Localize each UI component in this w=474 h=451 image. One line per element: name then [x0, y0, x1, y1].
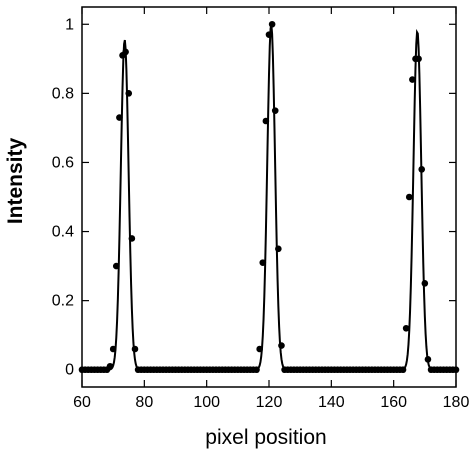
x-axis-title: pixel position	[205, 426, 326, 449]
y-axis-title: Intensity	[4, 138, 27, 225]
data-point	[112, 262, 120, 270]
data-point	[405, 193, 413, 201]
data-point	[106, 362, 114, 370]
data-point	[452, 366, 460, 374]
data-point	[122, 48, 129, 56]
data-point	[421, 280, 429, 287]
data-point	[424, 356, 432, 363]
x-tick-label: 160	[380, 394, 407, 411]
data-point	[125, 90, 133, 97]
x-tick-label: 80	[135, 394, 153, 411]
data-point	[259, 259, 267, 266]
data-point	[265, 31, 273, 38]
data-point	[128, 235, 136, 242]
data-point	[275, 245, 282, 253]
axis-ticks	[81, 7, 457, 387]
x-tick-label: 180	[443, 394, 470, 411]
data-point	[409, 76, 416, 83]
y-tick-label: 1	[65, 16, 74, 33]
data-point	[116, 114, 123, 121]
y-tick-label: 0	[65, 362, 74, 379]
data-point	[109, 345, 117, 353]
fit-line	[82, 24, 456, 371]
data-point	[278, 342, 285, 349]
y-tick-label: 0.6	[52, 154, 74, 171]
data-point	[131, 345, 139, 353]
data-point	[418, 166, 426, 173]
y-tick-label: 0.8	[52, 85, 74, 102]
data-point	[415, 55, 422, 63]
y-tick-label: 0.2	[52, 293, 74, 310]
data-point	[271, 107, 279, 114]
data-point	[399, 366, 407, 374]
x-tick-label: 140	[318, 394, 345, 411]
data-point	[402, 324, 410, 332]
y-tick-label: 0.4	[52, 224, 74, 241]
x-tick-label: 120	[256, 394, 283, 411]
x-tick-label: 100	[193, 394, 220, 411]
axis-tick-labels: 60 80 100 120 140 160 180 0 0.2 0.4 0.6 0.8 1	[52, 16, 470, 411]
data-point	[253, 366, 260, 374]
data-point	[256, 345, 263, 353]
data-point	[262, 117, 270, 125]
data-points	[78, 20, 460, 374]
x-tick-label: 60	[73, 394, 91, 411]
data-point	[268, 20, 276, 28]
